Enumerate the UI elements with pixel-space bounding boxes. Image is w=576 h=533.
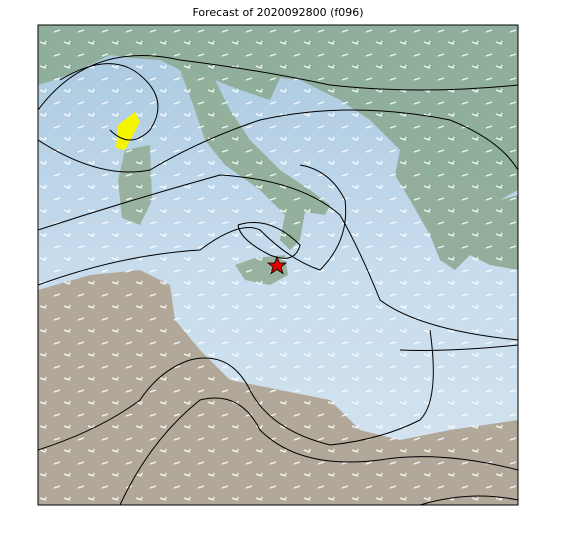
title: Forecast of 2020092800 (f096) — [192, 6, 363, 19]
event-star — [266, 255, 288, 275]
map-area — [38, 25, 518, 505]
map-frame — [37, 24, 519, 506]
wind-shading — [116, 112, 140, 150]
isobars — [38, 55, 518, 505]
